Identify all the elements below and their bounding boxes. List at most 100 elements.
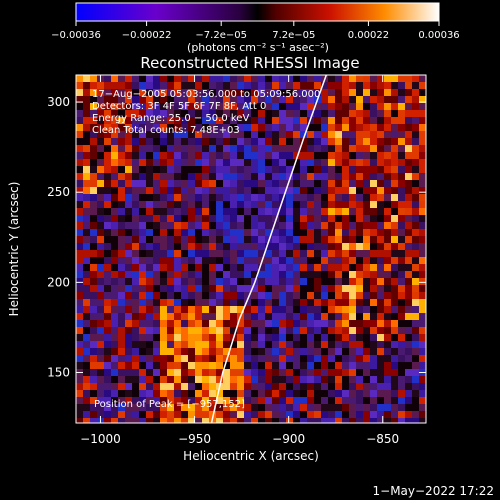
heatmap-cell bbox=[321, 411, 328, 418]
heatmap-cell bbox=[181, 327, 188, 334]
heatmap-cell bbox=[237, 110, 244, 117]
heatmap-cell bbox=[412, 404, 419, 411]
heatmap-cell bbox=[174, 229, 181, 236]
heatmap-cell bbox=[307, 159, 314, 166]
heatmap-cell bbox=[349, 320, 356, 327]
heatmap-cell bbox=[125, 166, 132, 173]
heatmap-cell bbox=[391, 292, 398, 299]
heatmap-cell bbox=[391, 75, 398, 82]
heatmap-cell bbox=[419, 201, 426, 208]
heatmap-cell bbox=[405, 264, 412, 271]
heatmap-cell bbox=[111, 411, 118, 418]
heatmap-cell bbox=[293, 201, 300, 208]
heatmap-cell bbox=[237, 215, 244, 222]
heatmap-cell bbox=[412, 264, 419, 271]
heatmap-cell bbox=[419, 264, 426, 271]
heatmap-cell bbox=[104, 355, 111, 362]
heatmap-cell bbox=[146, 152, 153, 159]
heatmap-cell bbox=[349, 355, 356, 362]
heatmap-cell bbox=[384, 292, 391, 299]
heatmap-cell bbox=[258, 166, 265, 173]
heatmap-cell bbox=[279, 278, 286, 285]
heatmap-cell bbox=[132, 138, 139, 145]
heatmap-cell bbox=[335, 348, 342, 355]
heatmap-cell bbox=[125, 376, 132, 383]
heatmap-cell bbox=[405, 236, 412, 243]
heatmap-cell bbox=[125, 341, 132, 348]
heatmap-cell bbox=[251, 390, 258, 397]
heatmap-cell bbox=[111, 376, 118, 383]
heatmap-cell bbox=[300, 313, 307, 320]
heatmap-cell bbox=[153, 110, 160, 117]
heatmap-cell bbox=[160, 285, 167, 292]
heatmap-cell bbox=[363, 285, 370, 292]
heatmap-cell bbox=[398, 397, 405, 404]
heatmap-cell bbox=[363, 341, 370, 348]
heatmap-cell bbox=[132, 159, 139, 166]
heatmap-cell bbox=[237, 257, 244, 264]
heatmap-cell bbox=[251, 215, 258, 222]
heatmap-cell bbox=[216, 222, 223, 229]
heatmap-cell bbox=[349, 229, 356, 236]
heatmap-cell bbox=[125, 173, 132, 180]
heatmap-cell bbox=[328, 96, 335, 103]
heatmap-cell bbox=[398, 215, 405, 222]
heatmap-cell bbox=[307, 103, 314, 110]
heatmap-cell bbox=[118, 299, 125, 306]
heatmap-cell bbox=[125, 383, 132, 390]
heatmap-cell bbox=[314, 355, 321, 362]
heatmap-cell bbox=[139, 278, 146, 285]
heatmap-cell bbox=[188, 236, 195, 243]
heatmap-cell bbox=[230, 383, 237, 390]
heatmap-cell bbox=[160, 362, 167, 369]
heatmap-cell bbox=[181, 159, 188, 166]
heatmap-cell bbox=[279, 194, 286, 201]
heatmap-cell bbox=[237, 201, 244, 208]
heatmap-cell bbox=[300, 82, 307, 89]
heatmap-cell bbox=[335, 103, 342, 110]
heatmap-cell bbox=[258, 341, 265, 348]
heatmap-cell bbox=[398, 264, 405, 271]
heatmap-cell bbox=[377, 131, 384, 138]
heatmap-cell bbox=[286, 103, 293, 110]
heatmap-cell bbox=[398, 103, 405, 110]
heatmap-cell bbox=[265, 271, 272, 278]
heatmap-cell bbox=[251, 166, 258, 173]
heatmap-cell bbox=[160, 201, 167, 208]
heatmap-cell bbox=[377, 159, 384, 166]
heatmap-cell bbox=[237, 390, 244, 397]
heatmap-cell bbox=[412, 82, 419, 89]
heatmap-cell bbox=[83, 369, 90, 376]
heatmap-cell bbox=[335, 117, 342, 124]
heatmap-cell bbox=[76, 299, 83, 306]
heatmap-cell bbox=[419, 159, 426, 166]
heatmap-cell bbox=[272, 75, 279, 82]
heatmap-cell bbox=[391, 257, 398, 264]
heatmap-cell bbox=[286, 180, 293, 187]
heatmap-cell bbox=[349, 117, 356, 124]
heatmap-cell bbox=[216, 320, 223, 327]
heatmap-cell bbox=[307, 257, 314, 264]
heatmap-cell bbox=[216, 397, 223, 404]
heatmap-cell bbox=[314, 376, 321, 383]
heatmap-cell bbox=[111, 299, 118, 306]
heatmap-cell bbox=[174, 222, 181, 229]
heatmap-cell bbox=[195, 145, 202, 152]
heatmap-cell bbox=[335, 159, 342, 166]
heatmap-cell bbox=[286, 110, 293, 117]
heatmap-cell bbox=[293, 180, 300, 187]
heatmap-cell bbox=[293, 362, 300, 369]
heatmap-cell bbox=[153, 320, 160, 327]
heatmap-cell bbox=[237, 327, 244, 334]
heatmap-cell bbox=[111, 320, 118, 327]
heatmap-cell bbox=[139, 229, 146, 236]
heatmap-cell bbox=[90, 208, 97, 215]
heatmap-cell bbox=[265, 75, 272, 82]
heatmap-cell bbox=[181, 299, 188, 306]
heatmap-cell bbox=[300, 194, 307, 201]
heatmap-cell bbox=[125, 362, 132, 369]
heatmap-cell bbox=[230, 292, 237, 299]
heatmap-cell bbox=[342, 299, 349, 306]
heatmap-cell bbox=[307, 404, 314, 411]
heatmap-cell bbox=[188, 124, 195, 131]
